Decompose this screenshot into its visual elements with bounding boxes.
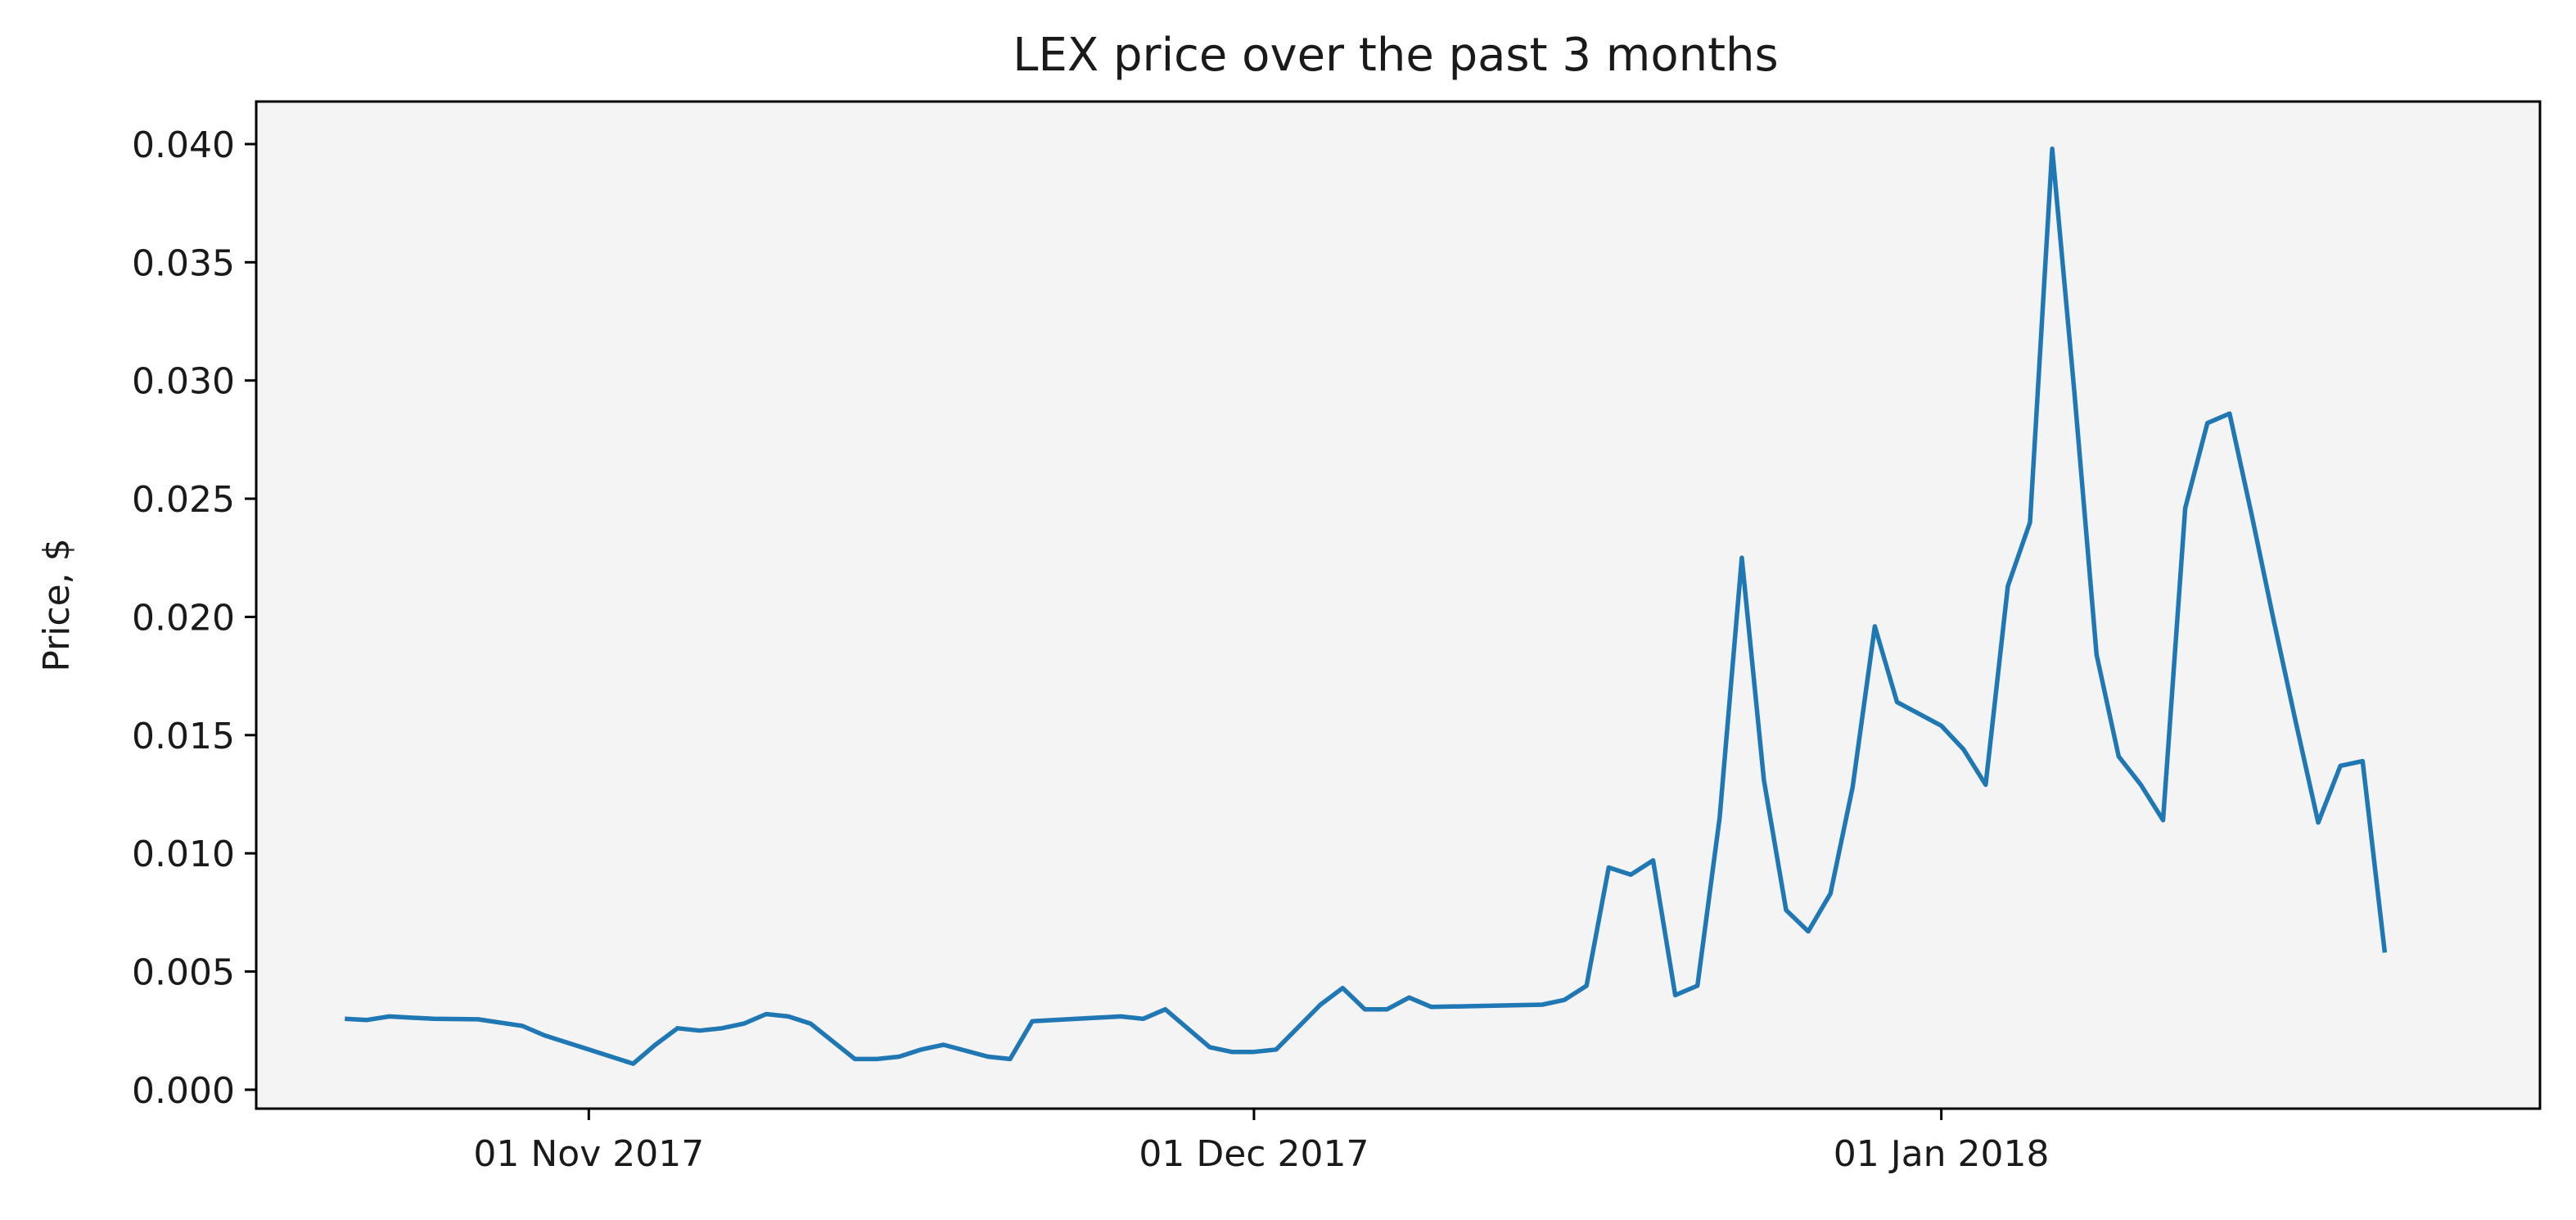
price-series-line bbox=[345, 146, 2388, 1066]
y-tick-label: 0.040 bbox=[132, 124, 235, 166]
y-tick-label: 0.010 bbox=[132, 834, 235, 875]
y-tick-label: 0.035 bbox=[132, 242, 235, 284]
x-tick-label: 01 Jan 2018 bbox=[1834, 1133, 2050, 1175]
x-axis: 01 Nov 2017 01 Dec 2017 01 Jan 2018 bbox=[473, 1109, 2050, 1175]
y-tick-label: 0.030 bbox=[132, 361, 235, 403]
chart-title: LEX price over the past 3 months bbox=[1013, 29, 1778, 82]
x-tick-label: 01 Dec 2017 bbox=[1139, 1133, 1369, 1175]
y-axis-label: Price, $ bbox=[36, 538, 78, 671]
y-axis: 0.000 0.005 0.010 0.015 0.020 0.025 0.030 0.035… bbox=[132, 124, 256, 1112]
plot-frame bbox=[255, 100, 2542, 1110]
y-tick-label: 0.025 bbox=[132, 479, 235, 521]
y-tick-label: 0.000 bbox=[132, 1070, 235, 1112]
x-tick-label: 01 Nov 2017 bbox=[473, 1133, 704, 1175]
y-tick-label: 0.005 bbox=[132, 952, 235, 994]
y-tick-label: 0.015 bbox=[132, 716, 235, 757]
y-tick-label: 0.020 bbox=[132, 597, 235, 639]
plot-area bbox=[256, 102, 2540, 1109]
